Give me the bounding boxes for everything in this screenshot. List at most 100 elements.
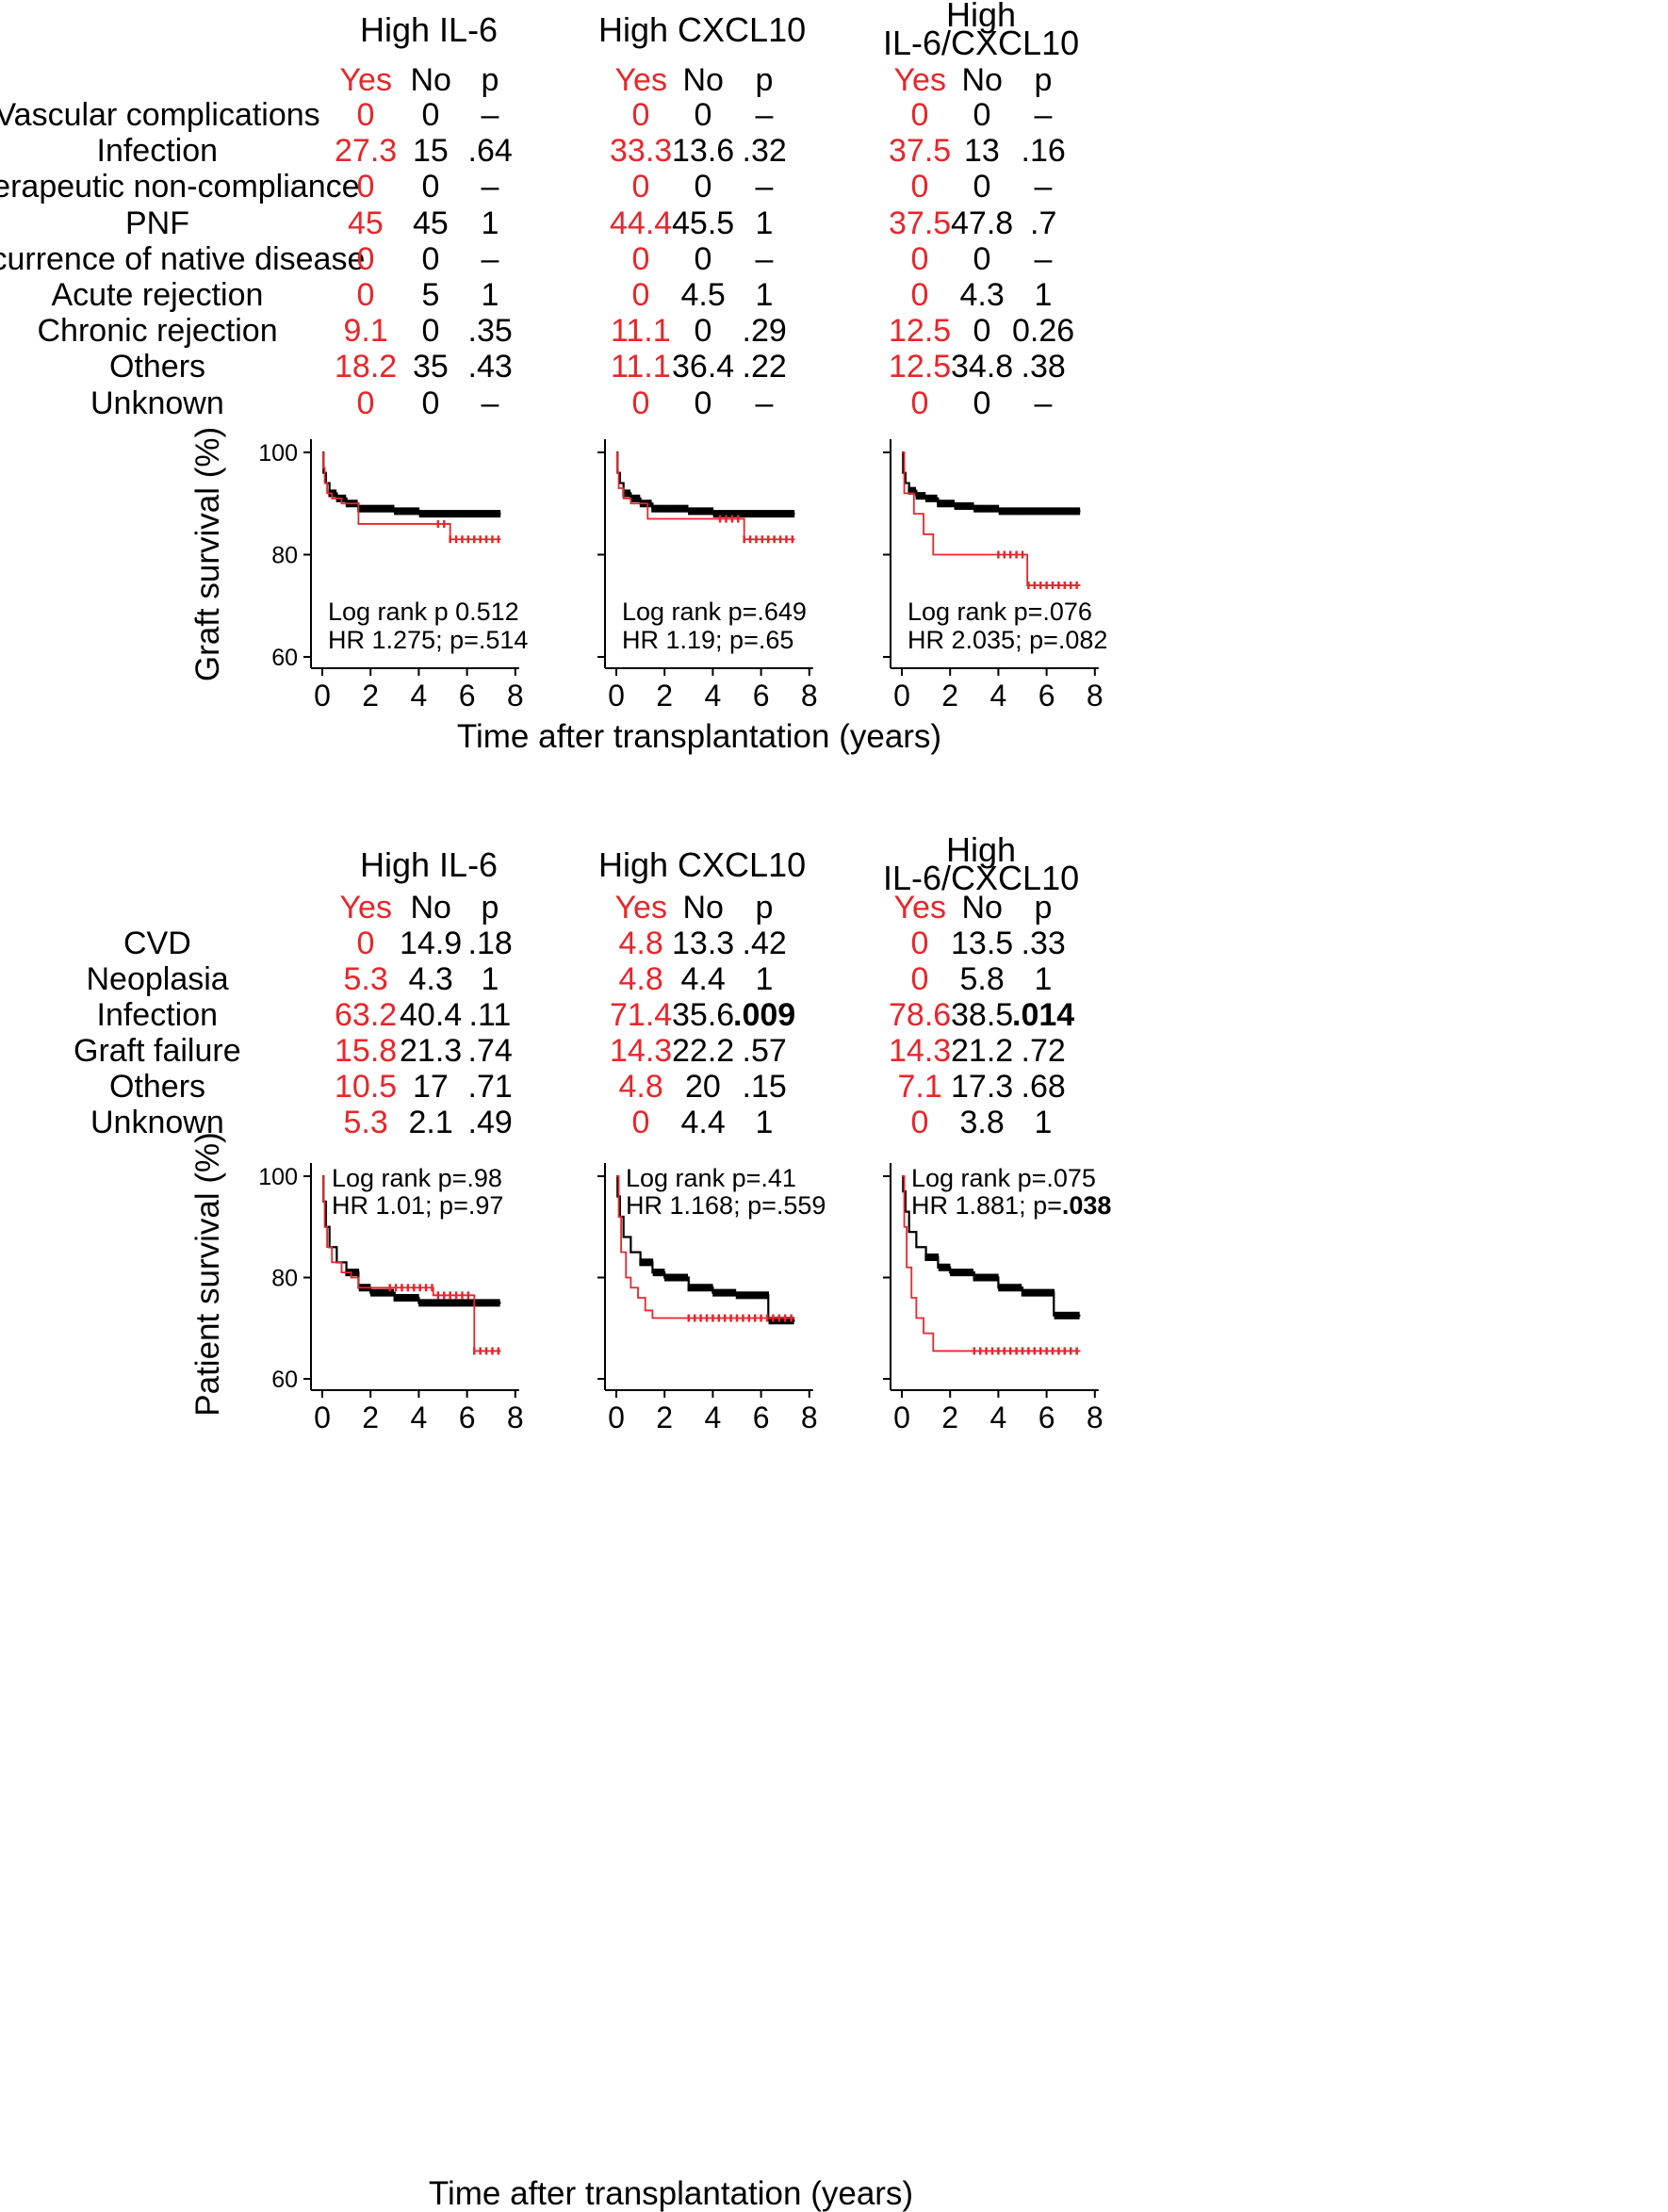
table-cell: 38.5 <box>951 997 1014 1033</box>
table-cell: 21.2 <box>951 1033 1014 1069</box>
row-label: Infection <box>96 133 219 170</box>
table-cell: 78.6 <box>889 997 952 1033</box>
table-cell: 4.8 <box>618 961 663 997</box>
table-cell: 0 <box>973 169 991 205</box>
table-cell: – <box>1034 240 1053 277</box>
table-cell: 7.1 <box>897 1069 942 1105</box>
x-tick-label: 8 <box>801 1401 818 1434</box>
table-cell: .71 <box>467 1069 513 1105</box>
table-cell: 22.2 <box>672 1033 735 1069</box>
row-label: Others <box>109 349 206 385</box>
table-cell: .74 <box>467 1033 513 1069</box>
table-cell: 0 <box>973 385 991 421</box>
x-tick-label: 8 <box>1087 679 1104 713</box>
series-line-yes <box>902 451 1081 586</box>
chart-annotation: HR 1.19; p=.65 <box>622 626 793 654</box>
table-cell: 0 <box>356 926 375 961</box>
table-cell: 35.6 <box>672 997 735 1033</box>
table-cell: 4.4 <box>680 1105 726 1140</box>
table-cell: – <box>481 169 499 205</box>
row-label: CVD <box>123 926 191 961</box>
chart-annotation: HR 1.01; p=.97 <box>332 1191 503 1220</box>
table-cell: 0 <box>631 97 650 133</box>
table-cell: 0 <box>910 169 929 205</box>
table-cell: 0 <box>631 385 650 421</box>
table-cell: 0 <box>973 240 991 277</box>
table-cell: .16 <box>1021 133 1066 170</box>
x-tick-label: 0 <box>314 1401 331 1434</box>
subheader-no: No <box>682 890 724 926</box>
table-cell: 40.4 <box>400 997 463 1033</box>
subheader-no: No <box>961 890 1003 926</box>
table-cell: 45 <box>413 205 449 241</box>
table-cell: 1 <box>1034 961 1053 997</box>
subheader-no: No <box>961 62 1003 98</box>
table-cell: 0 <box>421 240 440 277</box>
table-cell: .49 <box>467 1105 513 1140</box>
table-cell: .38 <box>1021 349 1066 385</box>
subheader-yes: Yes <box>614 62 667 98</box>
table-cell: 13 <box>964 133 1000 170</box>
table-cell: 15 <box>413 133 449 170</box>
x-tick-label: 2 <box>656 1401 673 1434</box>
table-cell: 5 <box>421 277 440 313</box>
y-axis-title-patient: Patient survival (%) <box>189 1132 226 1416</box>
series-line-yes <box>616 451 795 541</box>
table-cell: 2.1 <box>408 1105 453 1140</box>
table-cell: 1 <box>1034 277 1053 313</box>
table-cell: 1 <box>755 277 774 313</box>
chart-annotation: Log rank p=.076 <box>908 598 1092 626</box>
table-cell: 21.3 <box>400 1033 463 1069</box>
column-title: High <box>946 830 1017 869</box>
x-tick-label: 4 <box>411 1401 428 1434</box>
table-cell: 11.1 <box>611 349 671 385</box>
table-cell: 15.8 <box>335 1033 398 1069</box>
table-cell: 4.3 <box>408 961 453 997</box>
row-label: Unknown <box>90 385 224 421</box>
table-cell: 4.8 <box>618 926 663 961</box>
series-line-yes <box>322 451 501 541</box>
subheader-p: p <box>1034 62 1053 98</box>
table-cell: 27.3 <box>335 133 398 170</box>
x-tick-label: 4 <box>990 1401 1007 1434</box>
table-cell: 0 <box>973 97 991 133</box>
column-title: High <box>946 0 1017 34</box>
x-tick-label: 8 <box>507 679 524 713</box>
series-line-no <box>902 451 1081 513</box>
table-cell: .32 <box>742 133 787 170</box>
table-cell: .43 <box>467 349 513 385</box>
x-tick-label: 6 <box>1038 679 1055 713</box>
chart-annotation: Log rank p 0.512 <box>328 598 519 626</box>
table-cell: 0 <box>910 961 929 997</box>
table-cell: 0 <box>356 240 375 277</box>
x-tick-label: 0 <box>608 679 625 713</box>
subheader-p: p <box>1034 890 1053 926</box>
table-cell: 0 <box>356 97 375 133</box>
table-cell: .35 <box>467 313 513 350</box>
table-cell: 34.8 <box>951 349 1014 385</box>
column-title: IL-6/CXCL10 <box>883 24 1080 62</box>
table-cell: 0 <box>910 97 929 133</box>
table-cell: 4.5 <box>680 277 726 313</box>
table-cell: 1 <box>1034 1105 1053 1140</box>
table-cell: 4.4 <box>680 961 726 997</box>
series-line-yes <box>322 1175 501 1352</box>
table-cell: 13.6 <box>672 133 735 170</box>
table-cell: 37.5 <box>889 133 952 170</box>
x-tick-label: 8 <box>507 1401 524 1434</box>
table-cell: 0 <box>356 169 375 205</box>
x-tick-label: 6 <box>1038 1401 1055 1434</box>
table-cell: 0.26 <box>1012 313 1075 350</box>
table-cell: – <box>755 385 774 421</box>
chart-annotation: Log rank p=.649 <box>622 598 807 626</box>
chart-annotation: Log rank p=.98 <box>332 1164 502 1192</box>
table-cell: – <box>1034 385 1053 421</box>
table-cell: 37.5 <box>889 205 952 241</box>
table-cell: 0 <box>421 97 440 133</box>
table-cell: 1 <box>755 205 774 241</box>
table-cell: 0 <box>694 313 712 350</box>
y-tick-label: 80 <box>271 1266 298 1292</box>
